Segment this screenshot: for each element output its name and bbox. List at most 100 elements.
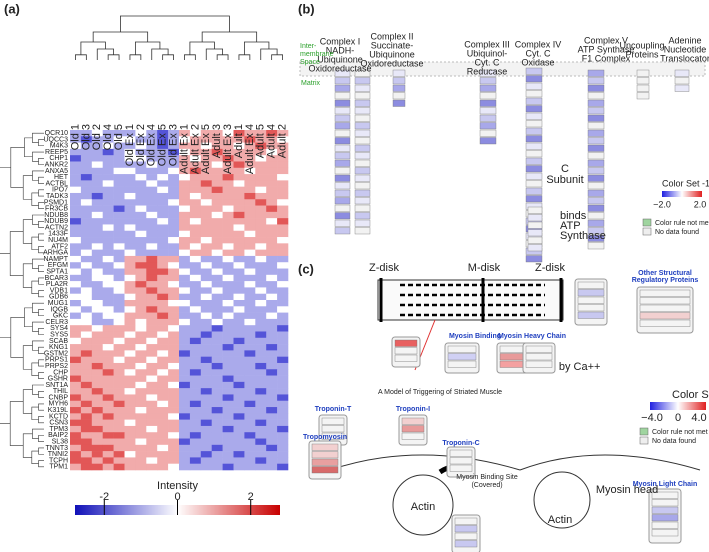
legend-swatch — [642, 218, 652, 227]
heatmap-cell — [80, 180, 93, 187]
heatmap-cell — [157, 142, 169, 150]
legend-label: 4.0 — [691, 412, 706, 424]
heatmap-cell — [168, 344, 180, 351]
heatmap-cell — [113, 337, 125, 345]
heatmap-cell — [255, 167, 267, 175]
gene-box — [587, 242, 605, 250]
gene-box — [334, 182, 351, 190]
heatmap-cell — [113, 230, 125, 238]
row-label: MUG1 — [48, 300, 68, 307]
heatmap-cell — [233, 192, 245, 200]
heatmap-cell — [168, 312, 180, 320]
heatmap-cell — [255, 281, 267, 288]
heatmap-cell — [80, 381, 93, 389]
heatmap-cell — [255, 293, 267, 301]
gene-box — [392, 77, 406, 85]
gene-box — [321, 417, 345, 425]
heatmap-cell — [91, 419, 103, 427]
heatmap-cell — [80, 337, 93, 345]
heatmap-cell — [179, 161, 191, 169]
heatmap-cell — [233, 174, 245, 181]
heatmap-cell — [146, 262, 158, 269]
heatmap-cell — [157, 432, 169, 439]
gene-box — [587, 204, 605, 212]
heatmap-cell — [200, 318, 212, 326]
gene-box — [577, 304, 605, 312]
heatmap-cell — [266, 218, 278, 225]
heatmap-cell — [222, 192, 234, 200]
heatmap-cell — [189, 381, 202, 389]
heatmap-cell — [211, 136, 223, 143]
heatmap-cell — [179, 381, 191, 389]
heatmap-cell — [135, 438, 147, 446]
heatmap-cell — [222, 268, 234, 276]
heatmap-cell — [233, 155, 245, 162]
heatmap-cell — [157, 413, 169, 420]
heatmap-cell — [91, 180, 103, 187]
heatmap-cell — [200, 432, 212, 439]
heatmap-cell — [124, 400, 136, 408]
heatmap-cell — [266, 167, 278, 175]
heatmap-cell — [157, 369, 169, 376]
row-label: BAIP2 — [48, 432, 68, 439]
heatmap-cell — [200, 274, 212, 282]
heatmap-cell — [91, 337, 103, 345]
heatmap-cell — [222, 148, 234, 156]
gene-box — [447, 353, 477, 361]
heatmap-cell — [124, 344, 136, 351]
column-label: Old 5 — [113, 124, 125, 150]
column-dendrogram — [120, 15, 230, 32]
heatmap-cell — [211, 394, 223, 402]
heatmap-cell — [179, 281, 191, 288]
gene-box — [499, 345, 527, 353]
gene-box — [392, 69, 406, 77]
heatmap-cell — [146, 155, 158, 162]
heatmap-cell — [200, 180, 212, 187]
legend-title: Color Set -1 — [662, 178, 709, 188]
heatmap-cell — [211, 224, 223, 232]
heatmap-cell — [244, 218, 256, 225]
label: Oxidoreductase — [360, 58, 423, 68]
gene-box — [525, 75, 543, 83]
row-label: PRPS1 — [45, 357, 68, 364]
heatmap-cell — [80, 186, 93, 194]
gene-box — [354, 84, 371, 92]
heatmap-cell — [70, 300, 82, 307]
heatmap-cell — [124, 407, 136, 414]
heatmap-cell — [91, 167, 103, 175]
heatmap-cell — [222, 243, 234, 250]
heatmap-cell — [233, 463, 245, 471]
heatmap-cell — [244, 337, 256, 345]
heatmap-cell — [266, 407, 278, 414]
heatmap-cell — [277, 224, 289, 232]
heatmap-cell — [277, 413, 289, 420]
column-dendrogram — [244, 41, 270, 55]
heatmap-cell — [113, 255, 125, 263]
heatmap-cell — [102, 451, 114, 458]
row-label: ACTBL — [45, 180, 68, 187]
heatmap-cell — [255, 180, 267, 187]
heatmap-cell — [244, 230, 256, 238]
gene-box — [447, 360, 477, 368]
gene-box — [354, 227, 371, 235]
heatmap-cell — [113, 463, 125, 471]
gene-box — [651, 521, 679, 529]
heatmap-cell — [102, 388, 114, 395]
heatmap-cell — [277, 199, 289, 206]
heatmap-cell — [277, 344, 289, 351]
heatmap-cell — [211, 451, 223, 458]
heatmap-cell — [135, 381, 147, 389]
heatmap-cell — [157, 136, 169, 143]
heatmap-cell — [70, 230, 82, 238]
label: Z-disk — [369, 262, 399, 274]
heatmap-cell — [189, 243, 202, 250]
gene-box — [639, 297, 691, 305]
heatmap-cell — [266, 432, 278, 439]
heatmap-cell — [255, 306, 267, 313]
heatmap-cell — [102, 224, 114, 232]
heatmap-cell — [157, 463, 169, 471]
gene-box — [334, 129, 351, 137]
heatmap-cell — [80, 306, 93, 313]
heatmap-cell — [135, 337, 147, 345]
row-dendrogram — [32, 132, 44, 143]
